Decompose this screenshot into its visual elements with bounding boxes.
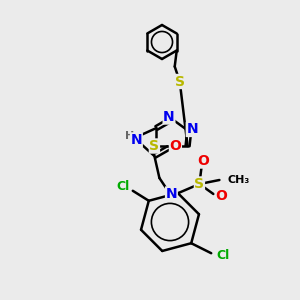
Text: O: O — [169, 139, 181, 153]
Text: N: N — [130, 133, 142, 147]
Text: H: H — [125, 131, 134, 141]
Text: Cl: Cl — [217, 249, 230, 262]
Text: S: S — [194, 177, 204, 191]
Text: N: N — [163, 110, 175, 124]
Text: CH₃: CH₃ — [227, 175, 250, 185]
Text: N: N — [166, 187, 177, 201]
Text: O: O — [215, 189, 227, 203]
Text: S: S — [175, 74, 185, 88]
Text: O: O — [197, 154, 209, 168]
Text: N: N — [186, 122, 198, 136]
Text: Cl: Cl — [116, 180, 129, 193]
Text: S: S — [149, 139, 159, 153]
